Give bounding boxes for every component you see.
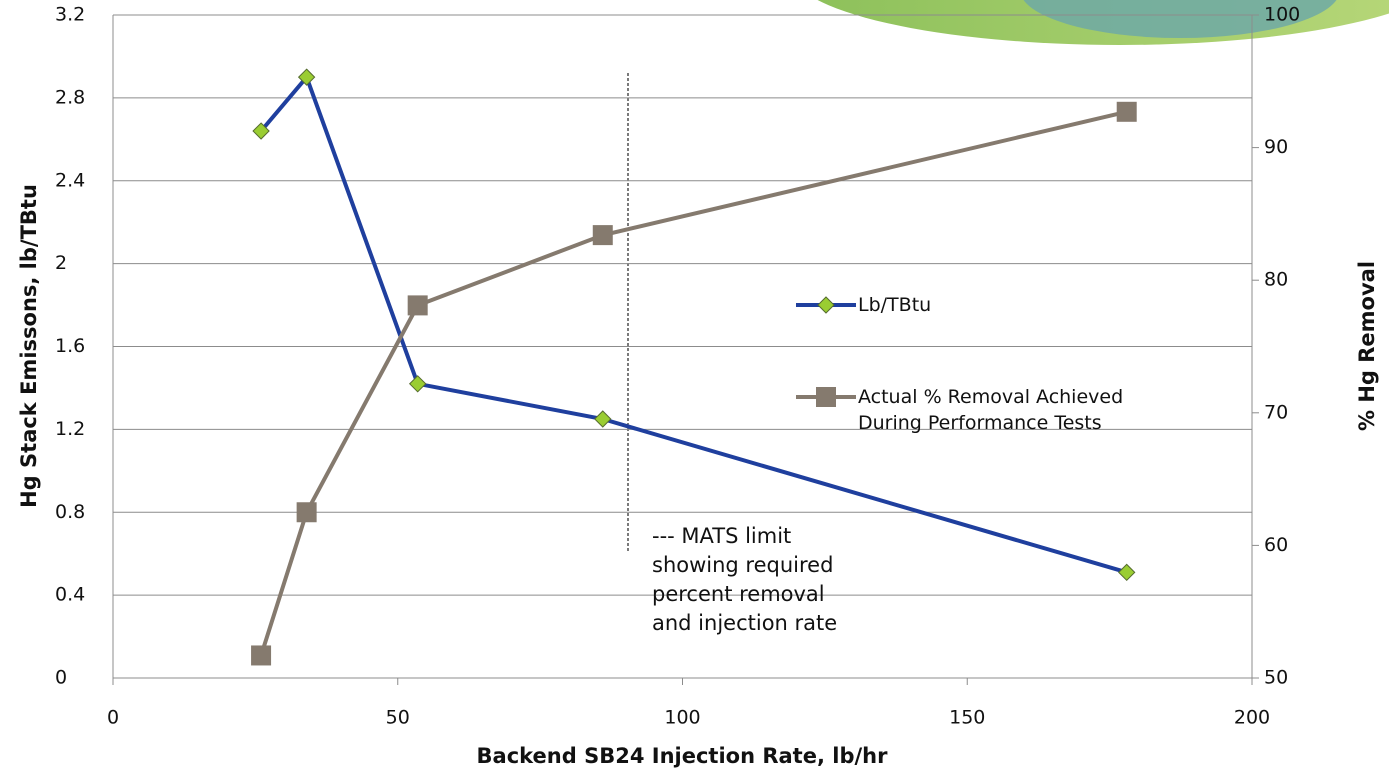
point (407, 295, 428, 316)
y-tick-label: 3.2 (55, 4, 85, 26)
x-tick-label: 100 (664, 707, 700, 729)
x-tick-label: 200 (1234, 707, 1270, 729)
x-tick-label: 0 (107, 707, 119, 729)
y-tick-label: 0 (55, 667, 67, 689)
annotation: --- MATS limit showing required percent re… (652, 522, 912, 638)
y2-tick-label: 70 (1264, 401, 1288, 423)
point (297, 68, 316, 86)
point (594, 410, 612, 428)
point (1118, 563, 1136, 582)
y-tick-label: 2 (55, 252, 67, 274)
legend-label: Lb/TBtu (858, 294, 932, 316)
y2-tick-label: 80 (1264, 269, 1288, 291)
x-tick-label: 50 (386, 707, 410, 729)
annotation-line: --- MATS limit (652, 524, 792, 548)
y-tick-label: 0.4 (55, 584, 85, 606)
y2-axis-title: % Hg Removal (1355, 261, 1379, 431)
point (408, 375, 427, 393)
x-tick-label: 150 (949, 707, 985, 729)
annotation-line: showing required (652, 553, 834, 577)
y-tick-label: 0.8 (55, 501, 85, 523)
point (252, 122, 270, 140)
y2-tick-label: 60 (1264, 534, 1288, 556)
decoration (1023, 0, 1337, 38)
point (1116, 101, 1137, 122)
legend-marker (816, 387, 836, 407)
y2-tick-label: 100 (1264, 4, 1300, 26)
y-tick-label: 1.6 (55, 335, 85, 357)
annotation-line: and injection rate (652, 611, 838, 635)
annotation-line: percent removal (652, 582, 825, 606)
point (296, 502, 317, 523)
y-tick-label: 2.4 (55, 169, 85, 191)
series-line (259, 73, 1128, 575)
y2-tick-label: 90 (1264, 136, 1288, 158)
y-tick-label: 1.2 (55, 418, 85, 440)
y-axis-title: Hg Stack Emissons, lb/TBtu (17, 184, 41, 508)
x-axis-title: Backend SB24 Injection Rate, lb/hr (477, 744, 889, 768)
y2-tick-label: 50 (1264, 667, 1288, 689)
legend-marker (817, 296, 835, 314)
point (592, 225, 613, 246)
y-tick-label: 2.8 (55, 86, 85, 108)
point (251, 645, 272, 666)
legend-label: Actual % Removal Achieved During Perform… (858, 386, 1124, 434)
